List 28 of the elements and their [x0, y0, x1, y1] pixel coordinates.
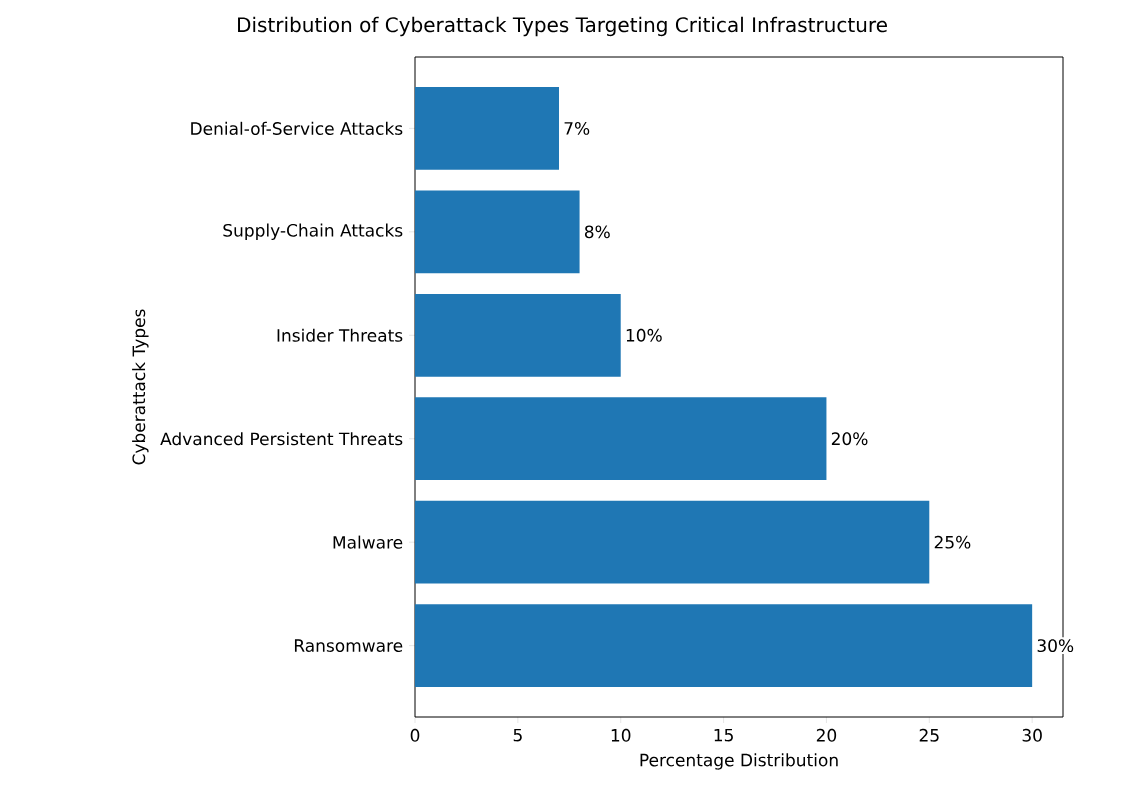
y-tick-label: Insider Threats	[277, 328, 403, 342]
data-label: 10%	[626, 328, 662, 342]
y-axis-title: Cyberattack Types	[132, 309, 149, 465]
x-tick-label: 0	[410, 728, 420, 742]
data-label: 20%	[831, 432, 868, 446]
bar	[415, 500, 930, 584]
x-tick-label: 30	[1022, 728, 1042, 742]
x-tick-label: 25	[919, 728, 939, 742]
bar	[415, 604, 1033, 688]
bar	[415, 293, 621, 377]
x-tick-label: 5	[513, 728, 522, 742]
data-label: 25%	[934, 535, 971, 549]
y-tick-label: Advanced Persistent Threats	[160, 432, 403, 446]
y-tick-label: Malware	[333, 535, 403, 549]
data-label: 7%	[564, 121, 590, 135]
bar	[415, 190, 580, 274]
x-axis-title: Percentage Distribution	[640, 753, 838, 770]
chart-title: Distribution of Cyberattack Types Targeting Critical Infrastructure	[238, 16, 887, 37]
bar	[415, 87, 559, 170]
data-label: 8%	[584, 225, 610, 239]
y-tick-label: Supply-Chain Attacks	[223, 223, 403, 241]
y-tick-label: Denial-of-Service Attacks	[191, 121, 403, 135]
x-tick-label: 20	[816, 728, 837, 742]
y-tick-label: Ransomware	[294, 639, 403, 652]
x-tick-label: 10	[611, 728, 631, 742]
x-tick-label: 15	[714, 728, 733, 742]
bar	[415, 397, 827, 481]
data-label: 30%	[1037, 639, 1074, 653]
